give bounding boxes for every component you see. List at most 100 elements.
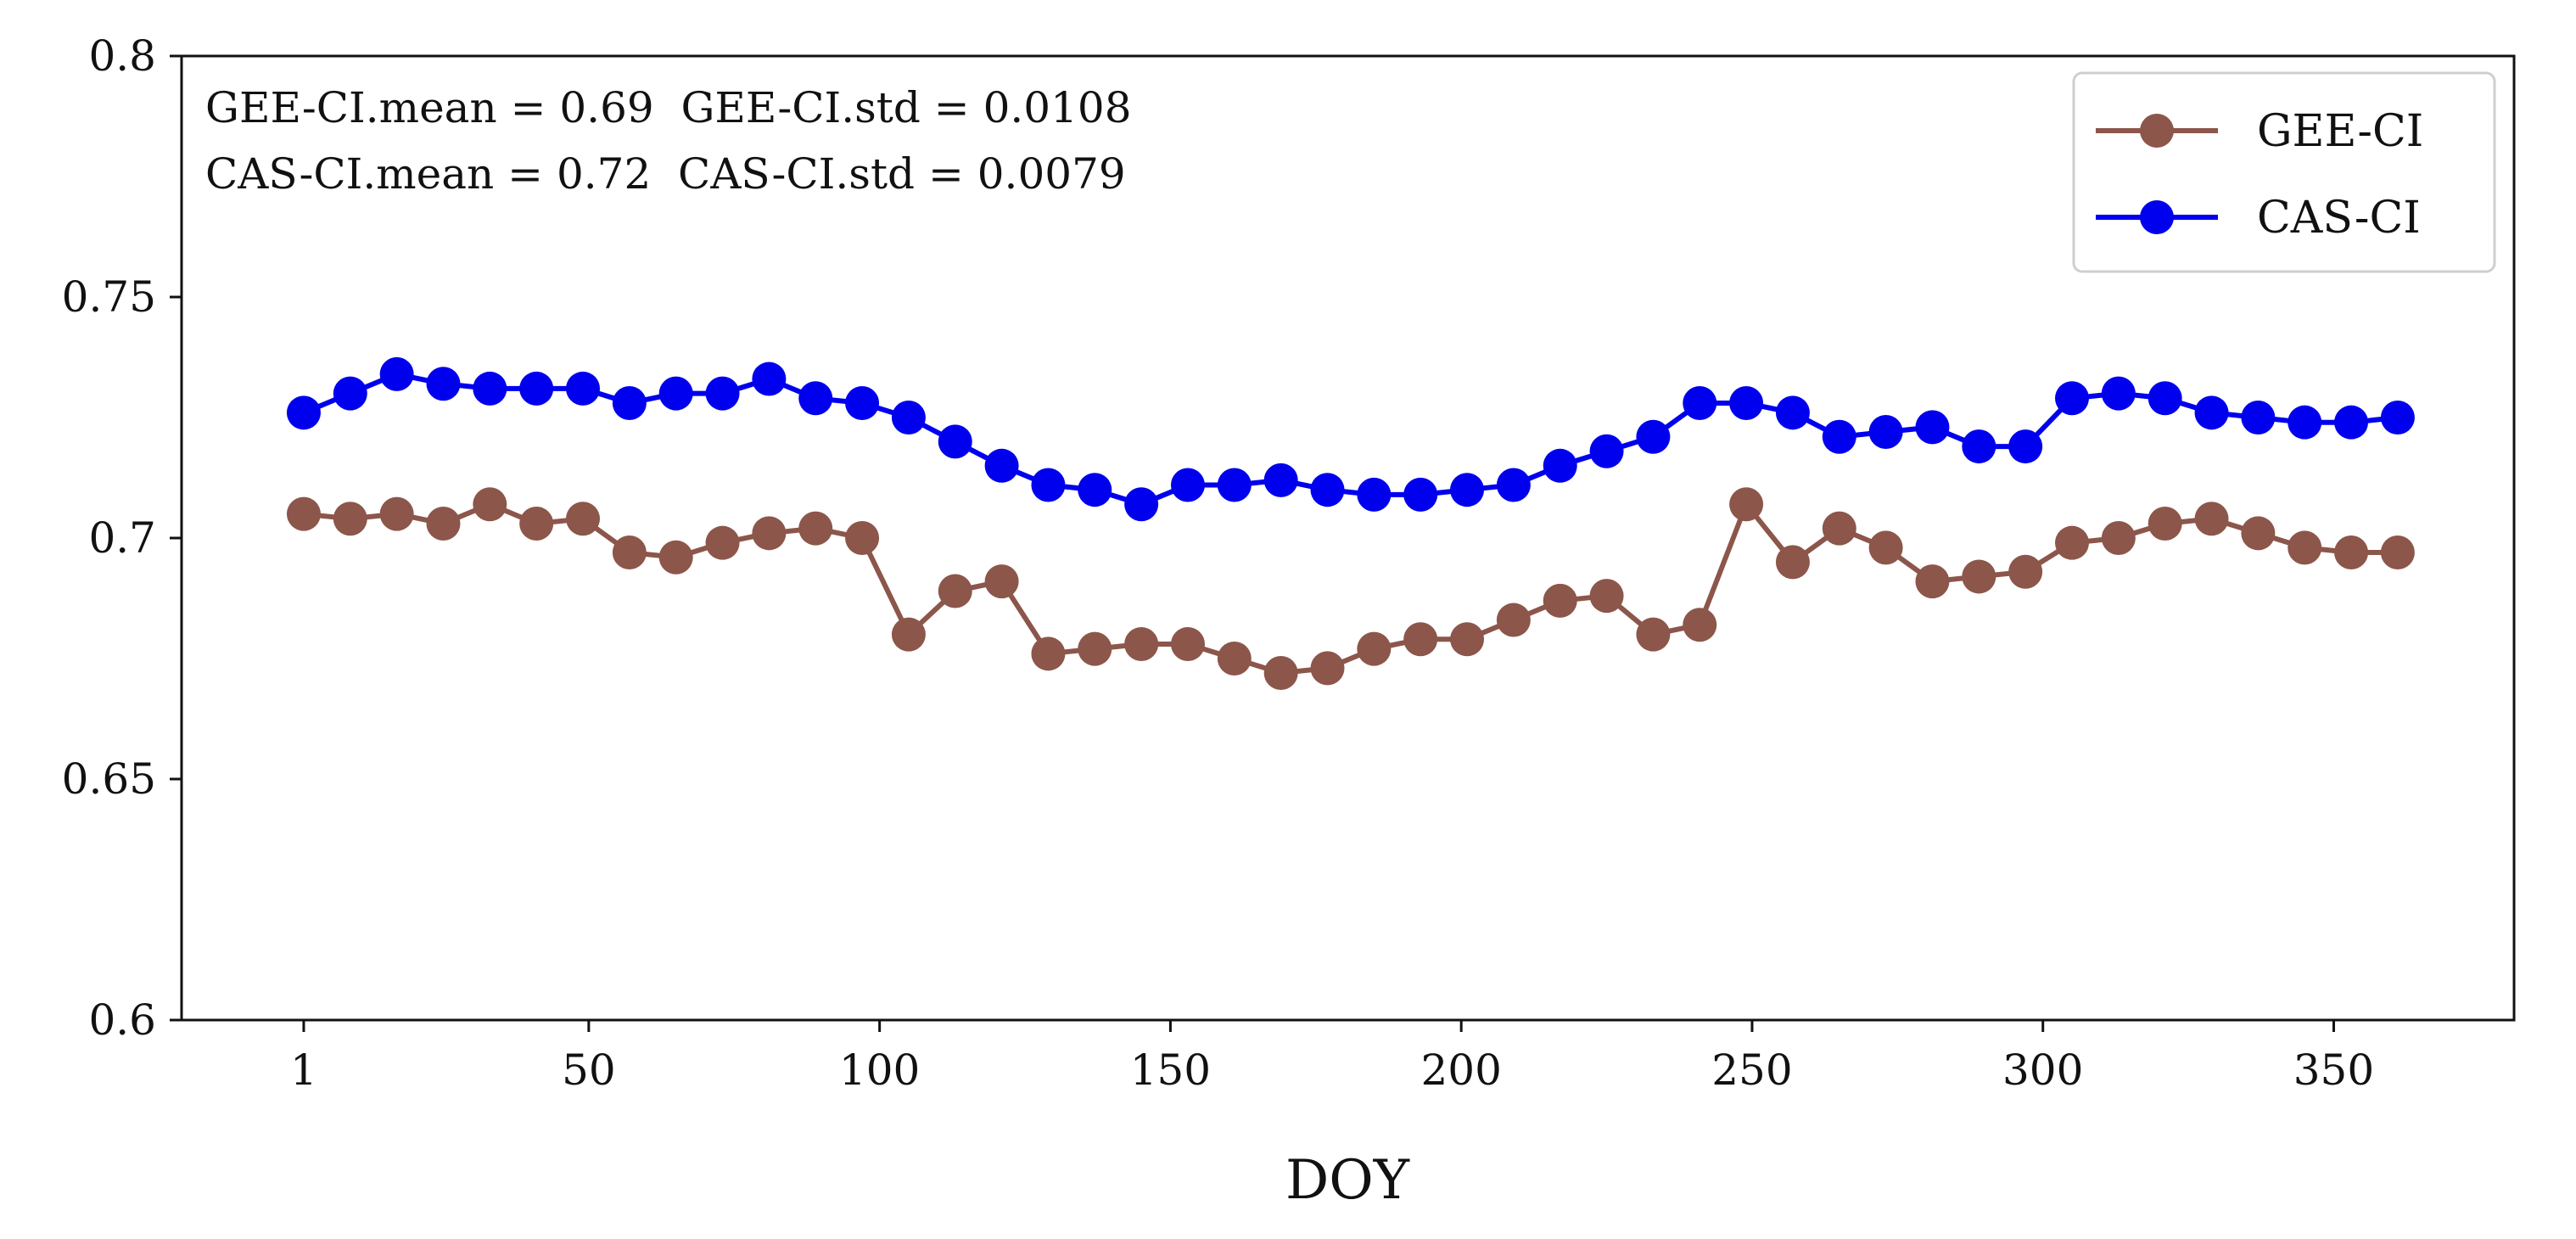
data-point-gee-ci (1868, 530, 1903, 565)
legend-marker-cas-ci (2140, 200, 2174, 234)
data-point-cas-ci (1683, 385, 1717, 420)
data-point-gee-ci (752, 516, 787, 551)
data-point-cas-ci (752, 362, 787, 396)
data-point-gee-ci (1915, 564, 1950, 599)
x-tick-label: 300 (2002, 1046, 2083, 1095)
legend-marker-gee-ci (2140, 114, 2174, 148)
data-point-cas-ci (1310, 473, 1345, 507)
series-line-gee-ci (303, 502, 2398, 676)
data-point-gee-ci (2380, 535, 2415, 570)
x-tick-label: 200 (1420, 1046, 1501, 1095)
data-point-cas-ci (1357, 477, 1392, 512)
data-point-cas-ci (1170, 468, 1205, 502)
data-point-gee-ci (2194, 502, 2229, 536)
data-point-cas-ci (2008, 429, 2043, 464)
data-point-cas-ci (1962, 429, 1996, 464)
data-point-cas-ci (1217, 468, 1252, 502)
data-point-cas-ci (333, 376, 367, 411)
data-point-gee-ci (379, 496, 414, 531)
data-point-gee-ci (2334, 535, 2369, 570)
data-point-gee-ci (1683, 608, 1717, 642)
data-point-cas-ci (2288, 405, 2322, 440)
data-point-gee-ci (566, 502, 601, 536)
data-point-gee-ci (2008, 554, 2043, 589)
legend: GEE-CI CAS-CI (2072, 71, 2496, 273)
data-point-gee-ci (798, 511, 833, 546)
data-point-gee-ci (1031, 636, 1066, 671)
data-point-gee-ci (1962, 559, 1996, 594)
data-point-gee-ci (473, 487, 507, 522)
data-point-cas-ci (1868, 415, 1903, 450)
data-point-cas-ci (1263, 463, 1298, 497)
data-point-gee-ci (891, 617, 926, 652)
data-point-cas-ci (286, 395, 321, 430)
y-axis: 0.6 0.65 0.7 0.75 0.8 (62, 31, 182, 1045)
x-tick-label: 1 (290, 1046, 317, 1095)
legend-label-cas-ci: CAS-CI (2257, 193, 2421, 244)
x-tick-label: 150 (1130, 1046, 1211, 1095)
data-point-cas-ci (1403, 477, 1438, 512)
legend-frame (2072, 71, 2496, 273)
data-point-gee-ci (1822, 511, 1856, 546)
data-point-gee-ci (1357, 631, 1392, 666)
data-point-gee-ci (1263, 656, 1298, 691)
data-point-gee-ci (845, 521, 880, 555)
data-point-gee-ci (612, 535, 647, 570)
data-point-cas-ci (1031, 468, 1066, 502)
data-point-cas-ci (1124, 487, 1159, 522)
data-point-cas-ci (1450, 473, 1485, 507)
data-point-gee-ci (1310, 651, 1345, 686)
data-point-cas-ci (1636, 419, 1671, 454)
data-point-gee-ci (1496, 603, 1531, 637)
data-point-gee-ci (1078, 631, 1112, 666)
data-point-cas-ci (2148, 381, 2182, 416)
data-point-cas-ci (984, 448, 1019, 483)
series-layer (286, 356, 2415, 691)
x-tick-label: 50 (562, 1046, 616, 1095)
x-tick-label: 100 (839, 1046, 920, 1095)
stats-annotation-cas: CAS-CI.mean = 0.72 CAS-CI.std = 0.0079 (205, 149, 1126, 199)
data-point-cas-ci (1775, 395, 1810, 430)
y-tick-label: 0.6 (88, 995, 156, 1045)
data-point-cas-ci (2054, 381, 2089, 416)
data-point-gee-ci (426, 506, 461, 541)
data-point-cas-ci (426, 367, 461, 401)
data-point-cas-ci (1915, 410, 1950, 445)
x-tick-label: 250 (1711, 1046, 1792, 1095)
data-point-gee-ci (1636, 617, 1671, 652)
series-line-cas-ci (302, 371, 2399, 507)
data-point-gee-ci (2288, 530, 2322, 565)
data-point-gee-ci (705, 525, 740, 560)
data-point-cas-ci (2380, 401, 2415, 434)
data-point-cas-ci (2334, 405, 2369, 440)
data-point-gee-ci (2054, 525, 2089, 560)
data-point-cas-ci (798, 381, 833, 416)
data-point-cas-ci (379, 356, 414, 391)
data-point-cas-ci (2241, 401, 2276, 434)
data-point-gee-ci (333, 502, 367, 536)
data-point-gee-ci (286, 496, 321, 531)
data-point-cas-ci (612, 385, 647, 420)
data-point-cas-ci (658, 376, 693, 411)
data-point-gee-ci (1589, 579, 1624, 614)
data-point-cas-ci (473, 371, 507, 406)
data-point-gee-ci (1170, 626, 1205, 661)
data-point-gee-ci (1217, 642, 1252, 676)
data-point-cas-ci (566, 371, 601, 406)
data-point-gee-ci (1543, 583, 1577, 618)
data-point-gee-ci (1403, 622, 1438, 657)
data-point-gee-ci (658, 540, 693, 575)
data-point-gee-ci (2101, 521, 2136, 555)
y-tick-label: 0.8 (88, 31, 156, 81)
x-axis: 1 50 100 150 200 250 300 350 (290, 1020, 2374, 1095)
data-point-cas-ci (1078, 473, 1112, 507)
stats-annotation-gee: GEE-CI.mean = 0.69 GEE-CI.std = 0.0108 (205, 83, 1132, 132)
data-point-gee-ci (519, 506, 554, 541)
data-point-gee-ci (1124, 626, 1159, 661)
data-point-gee-ci (1775, 545, 1810, 580)
data-point-gee-ci (1729, 487, 1764, 522)
data-point-gee-ci (2148, 506, 2182, 541)
y-tick-label: 0.7 (88, 513, 156, 563)
data-point-cas-ci (1589, 434, 1624, 468)
